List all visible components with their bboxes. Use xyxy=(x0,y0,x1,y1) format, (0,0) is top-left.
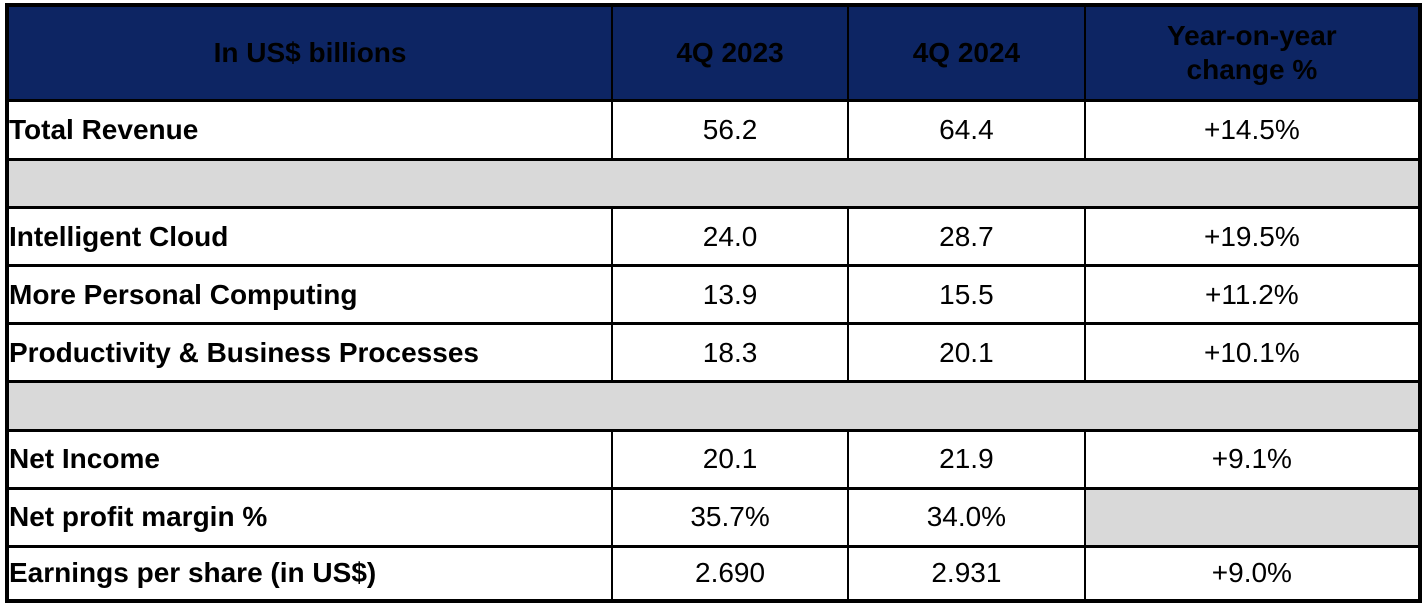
value-4q2023: 20.1 xyxy=(611,428,849,489)
table-row-earnings-per-share: Earnings per share (in US$) 2.690 2.931 … xyxy=(9,544,1418,599)
table-row-productivity-business-processes: Productivity & Business Processes 18.3 2… xyxy=(9,322,1418,382)
header-4q2024: 4Q 2024 xyxy=(847,7,1085,100)
value-4q2023: 35.7% xyxy=(611,486,849,547)
financial-results-table: In US$ billions 4Q 2023 4Q 2024 Year-on-… xyxy=(5,3,1422,603)
spacer-band xyxy=(9,380,1418,431)
value-4q2024: 15.5 xyxy=(847,264,1085,324)
value-yoy: +9.0% xyxy=(1083,544,1418,599)
header-yoy-change: Year-on-year change % xyxy=(1083,7,1418,100)
table-row-total-revenue: Total Revenue 56.2 64.4 +14.5% xyxy=(9,98,1418,160)
spacer-row xyxy=(9,157,1418,208)
table-row-net-profit-margin: Net profit margin % 35.7% 34.0% xyxy=(9,486,1418,547)
row-label: Total Revenue xyxy=(9,98,613,160)
value-4q2024: 20.1 xyxy=(847,322,1085,382)
header-4q2023: 4Q 2023 xyxy=(611,7,849,100)
value-4q2023: 2.690 xyxy=(611,544,849,599)
header-metric: In US$ billions xyxy=(9,7,613,100)
row-label: Earnings per share (in US$) xyxy=(9,544,613,599)
spacer-row xyxy=(9,380,1418,431)
value-4q2024: 64.4 xyxy=(847,98,1085,160)
spacer-band xyxy=(9,157,1418,208)
value-yoy: +9.1% xyxy=(1083,428,1418,489)
table-row-intelligent-cloud: Intelligent Cloud 24.0 28.7 +19.5% xyxy=(9,206,1418,266)
row-label: Net profit margin % xyxy=(9,486,613,547)
value-4q2023: 56.2 xyxy=(611,98,849,160)
value-4q2024: 2.931 xyxy=(847,544,1085,599)
row-label: Intelligent Cloud xyxy=(9,206,613,266)
value-yoy: +19.5% xyxy=(1083,206,1418,266)
results-table: In US$ billions 4Q 2023 4Q 2024 Year-on-… xyxy=(9,7,1418,599)
table-row-net-income: Net Income 20.1 21.9 +9.1% xyxy=(9,428,1418,489)
value-4q2023: 24.0 xyxy=(611,206,849,266)
row-label: Productivity & Business Processes xyxy=(9,322,613,382)
value-4q2024: 21.9 xyxy=(847,428,1085,489)
value-4q2023: 18.3 xyxy=(611,322,849,382)
value-4q2023: 13.9 xyxy=(611,264,849,324)
value-yoy: +10.1% xyxy=(1083,322,1418,382)
row-label: Net Income xyxy=(9,428,613,489)
value-yoy: +14.5% xyxy=(1083,98,1418,160)
value-yoy: +11.2% xyxy=(1083,264,1418,324)
value-4q2024: 34.0% xyxy=(847,486,1085,547)
value-4q2024: 28.7 xyxy=(847,206,1085,266)
table-row-more-personal-computing: More Personal Computing 13.9 15.5 +11.2% xyxy=(9,264,1418,324)
table-header-row: In US$ billions 4Q 2023 4Q 2024 Year-on-… xyxy=(9,7,1418,100)
value-yoy-empty xyxy=(1083,486,1418,547)
row-label: More Personal Computing xyxy=(9,264,613,324)
